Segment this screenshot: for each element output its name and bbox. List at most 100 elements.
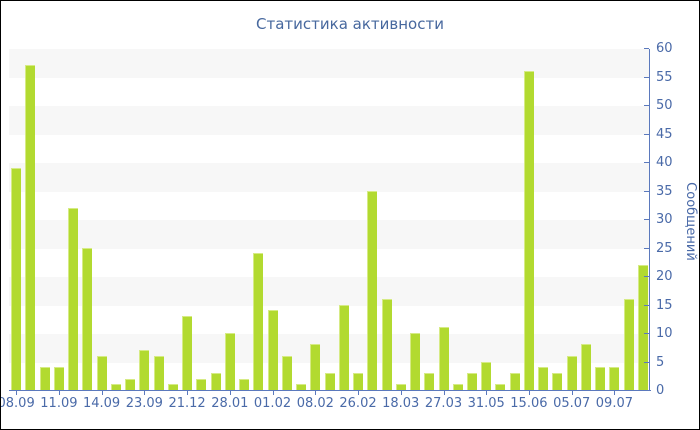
y-tick: [644, 276, 649, 277]
x-tick-label: 21.12: [168, 396, 206, 411]
bar: [623, 298, 634, 390]
grid-band: [9, 334, 650, 363]
x-tick: [58, 391, 60, 395]
bar: [125, 378, 136, 390]
x-tick: [571, 391, 573, 395]
x-tick-label: 09.07: [595, 396, 633, 411]
y-tick-label: 40: [656, 155, 673, 170]
grid-band: [9, 220, 650, 249]
y-axis-line: [649, 49, 650, 391]
bar: [367, 190, 378, 390]
x-tick-label: 27.03: [424, 396, 463, 411]
x-tick: [16, 391, 18, 395]
bar: [296, 384, 306, 390]
y-tick-label: 55: [656, 69, 673, 85]
y-tick: [644, 219, 649, 220]
y-tick: [644, 190, 649, 192]
bar: [210, 372, 221, 390]
bar: [395, 384, 406, 390]
y-tick-label: 30: [656, 212, 673, 227]
x-tick: [187, 391, 189, 395]
grid-band: [9, 277, 650, 306]
bar: [538, 367, 549, 390]
x-tick-label: 14.09: [82, 396, 121, 411]
bar: [466, 372, 477, 390]
bar: [481, 361, 492, 390]
y-tick-label: 50: [656, 98, 673, 113]
y-tick: [644, 133, 649, 135]
x-tick-label: 18.03: [382, 396, 420, 411]
y-tick: [644, 162, 649, 163]
bar: [310, 344, 321, 390]
bar: [224, 333, 235, 390]
bar: [153, 355, 164, 390]
y-tick-label: 0: [656, 383, 665, 398]
x-tick-label: 01.02: [253, 396, 292, 411]
bar: [239, 378, 249, 390]
bar: [267, 310, 278, 390]
bar: [637, 264, 648, 390]
bar: [182, 315, 193, 390]
y-tick-label: 35: [656, 183, 673, 199]
bar: [509, 372, 520, 390]
bar: [495, 384, 506, 390]
bar: [139, 350, 150, 390]
x-tick-label: 15.06: [510, 396, 548, 411]
y-tick-label: 45: [656, 126, 673, 142]
y-tick: [644, 304, 649, 306]
bar: [196, 378, 207, 390]
bar: [68, 207, 79, 390]
bar: [353, 372, 363, 390]
chart-title: Статистика активности: [256, 15, 444, 33]
y-tick: [644, 48, 649, 49]
bar: [110, 384, 121, 390]
x-tick-label: 08.09: [0, 396, 35, 411]
y-tick-label: 20: [656, 269, 673, 284]
bar: [53, 367, 64, 390]
bar: [609, 367, 620, 390]
y-axis-title: Сообщений: [682, 182, 698, 261]
y-tick-label: 25: [656, 240, 673, 256]
x-tick: [315, 391, 317, 395]
bar: [595, 367, 606, 390]
x-axis-line: [9, 390, 651, 391]
x-tick: [400, 391, 402, 395]
y-tick: [644, 390, 649, 391]
bar: [552, 372, 563, 390]
bar: [11, 167, 22, 390]
bar: [381, 298, 392, 390]
bar: [566, 355, 577, 390]
bar: [410, 333, 420, 390]
x-tick: [358, 391, 359, 395]
grid-band: [9, 163, 650, 192]
x-tick: [528, 391, 530, 395]
x-tick: [101, 391, 103, 395]
bar: [82, 247, 93, 390]
x-tick: [272, 391, 274, 395]
x-tick: [443, 391, 445, 395]
bar: [452, 384, 463, 390]
y-tick: [644, 247, 649, 249]
bar: [39, 367, 50, 390]
bar: [253, 253, 264, 390]
bar: [281, 355, 292, 390]
bar: [324, 372, 335, 390]
x-tick: [614, 391, 616, 395]
bar: [424, 372, 435, 390]
bar: [96, 355, 107, 390]
y-tick: [644, 333, 649, 334]
grid-band: [9, 49, 650, 78]
bar: [438, 327, 449, 390]
y-tick: [644, 76, 649, 78]
bar: [25, 65, 36, 390]
x-tick-label: 31.05: [467, 396, 505, 411]
y-tick-label: 5: [656, 354, 665, 370]
x-tick: [229, 391, 231, 395]
x-tick-label: 26.02: [339, 396, 377, 411]
grid-band: [9, 106, 650, 135]
x-tick: [486, 391, 488, 395]
y-tick-label: 60: [656, 41, 673, 56]
x-tick-label: 08.02: [296, 396, 334, 411]
y-tick: [644, 105, 649, 106]
